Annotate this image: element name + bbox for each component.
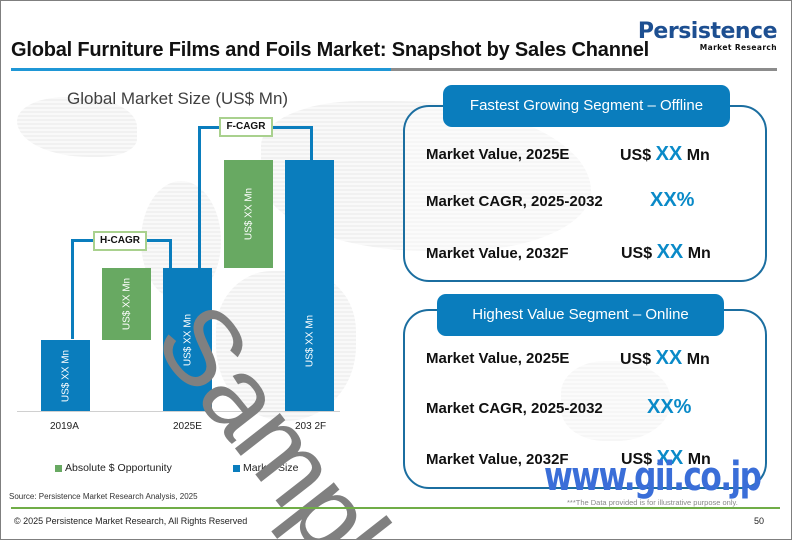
bar-value-label: US$ XX Mn — [243, 187, 254, 241]
h-cagr-connector — [71, 239, 74, 339]
currency-prefix: US$ — [621, 451, 657, 468]
panel1-row3-value: US$ XX Mn — [621, 241, 711, 264]
legend-swatch-green — [55, 464, 62, 472]
bar-value-label: US$ XX Mn — [304, 315, 315, 368]
company-logo: Persistence Market Research — [627, 19, 778, 53]
unit-suffix: Mn — [682, 351, 710, 368]
currency-prefix: US$ — [620, 147, 656, 164]
x-axis-line — [17, 411, 340, 412]
legend-item-market-size: Market Size — [233, 462, 298, 474]
f-cagr-label: F-CAGR — [219, 117, 273, 137]
value-placeholder: XX — [656, 447, 684, 469]
world-map-background — [561, 361, 671, 441]
h-cagr-label: H-CAGR — [93, 231, 147, 251]
value-placeholder: XX — [655, 347, 683, 369]
bar-value-label: US$ XX Mn — [121, 277, 132, 331]
title-underline-gray — [391, 68, 777, 71]
highest-value-heading: Highest Value Segment – Online — [437, 294, 724, 336]
panel1-row3-label: Market Value, 2032F — [426, 245, 569, 262]
panel2-row2-value: XX% — [647, 396, 692, 418]
value-placeholder: XX — [655, 143, 683, 165]
panel2-row3-value: US$ XX Mn — [621, 447, 711, 470]
page-title: Global Furniture Films and Foils Market:… — [11, 39, 650, 61]
chart-title: Global Market Size (US$ Mn) — [67, 89, 289, 108]
panel2-row2-label: Market CAGR, 2025-2032 — [426, 400, 603, 417]
logo-sub-text: Market Research — [699, 43, 777, 52]
legend-label: Absolute $ Opportunity — [65, 462, 172, 474]
unit-suffix: Mn — [683, 451, 711, 468]
panel1-row1-label: Market Value, 2025E — [426, 146, 570, 163]
x-tick-2019a: 2019A — [50, 421, 79, 432]
logo-main-text: Persistence — [637, 19, 778, 44]
title-underline-blue — [11, 68, 391, 71]
legend-label: Market Size — [243, 462, 299, 474]
legend-item-opportunity: Absolute $ Opportunity — [55, 462, 172, 474]
h-cagr-connector — [169, 239, 172, 269]
bar-value-label: US$ XX Mn — [60, 349, 71, 403]
panel1-row2-value: XX% — [650, 189, 695, 211]
bar-market-size-2019a: US$ XX Mn — [41, 340, 90, 412]
panel1-row2-label: Market CAGR, 2025-2032 — [426, 193, 603, 210]
copyright-text: © 2025 Persistence Market Research, All … — [14, 516, 248, 526]
value-placeholder: XX — [656, 241, 684, 263]
footer-divider — [11, 507, 780, 509]
panel1-row1-value: US$ XX Mn — [620, 143, 710, 166]
fastest-growing-panel — [403, 105, 767, 282]
unit-suffix: Mn — [682, 147, 710, 164]
fastest-growing-heading: Fastest Growing Segment – Offline — [443, 85, 730, 127]
highest-value-panel — [403, 309, 767, 489]
currency-prefix: US$ — [621, 245, 657, 262]
bar-market-size-2025e: US$ XX Mn — [163, 268, 212, 412]
x-tick-2032f: 203 2F — [295, 421, 327, 432]
unit-suffix: Mn — [683, 245, 711, 262]
panel2-row1-value: US$ XX Mn — [620, 347, 710, 370]
panel2-row1-label: Market Value, 2025E — [426, 350, 570, 367]
bar-opportunity-2025-2032: US$ XX Mn — [224, 160, 273, 268]
f-cagr-connector — [198, 126, 201, 269]
bar-opportunity-2019-2025: US$ XX Mn — [102, 268, 151, 340]
x-tick-2025e: 2025E — [173, 421, 202, 432]
currency-prefix: US$ — [620, 351, 656, 368]
page-number: 50 — [754, 516, 765, 526]
f-cagr-connector — [310, 126, 313, 160]
illustrative-note: ***The Data provided is for illustrative… — [567, 498, 738, 507]
gii-watermark: www.gii.co.jp — [544, 454, 762, 500]
panel2-row3-label: Market Value, 2032F — [426, 451, 569, 468]
bar-market-size-2032f: US$ XX Mn — [285, 160, 334, 412]
legend-swatch-blue — [233, 464, 240, 472]
source-text: Source: Persistence Market Research Anal… — [9, 492, 198, 501]
